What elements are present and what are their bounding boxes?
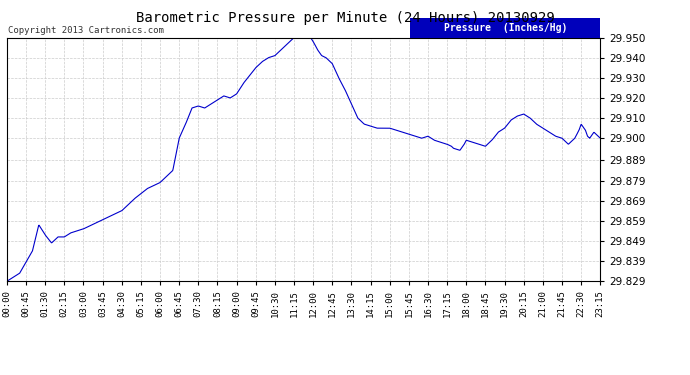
FancyBboxPatch shape — [411, 18, 600, 38]
Text: Barometric Pressure per Minute (24 Hours) 20130929: Barometric Pressure per Minute (24 Hours… — [136, 11, 554, 25]
Text: Pressure  (Inches/Hg): Pressure (Inches/Hg) — [444, 23, 567, 33]
Text: Copyright 2013 Cartronics.com: Copyright 2013 Cartronics.com — [8, 26, 164, 35]
